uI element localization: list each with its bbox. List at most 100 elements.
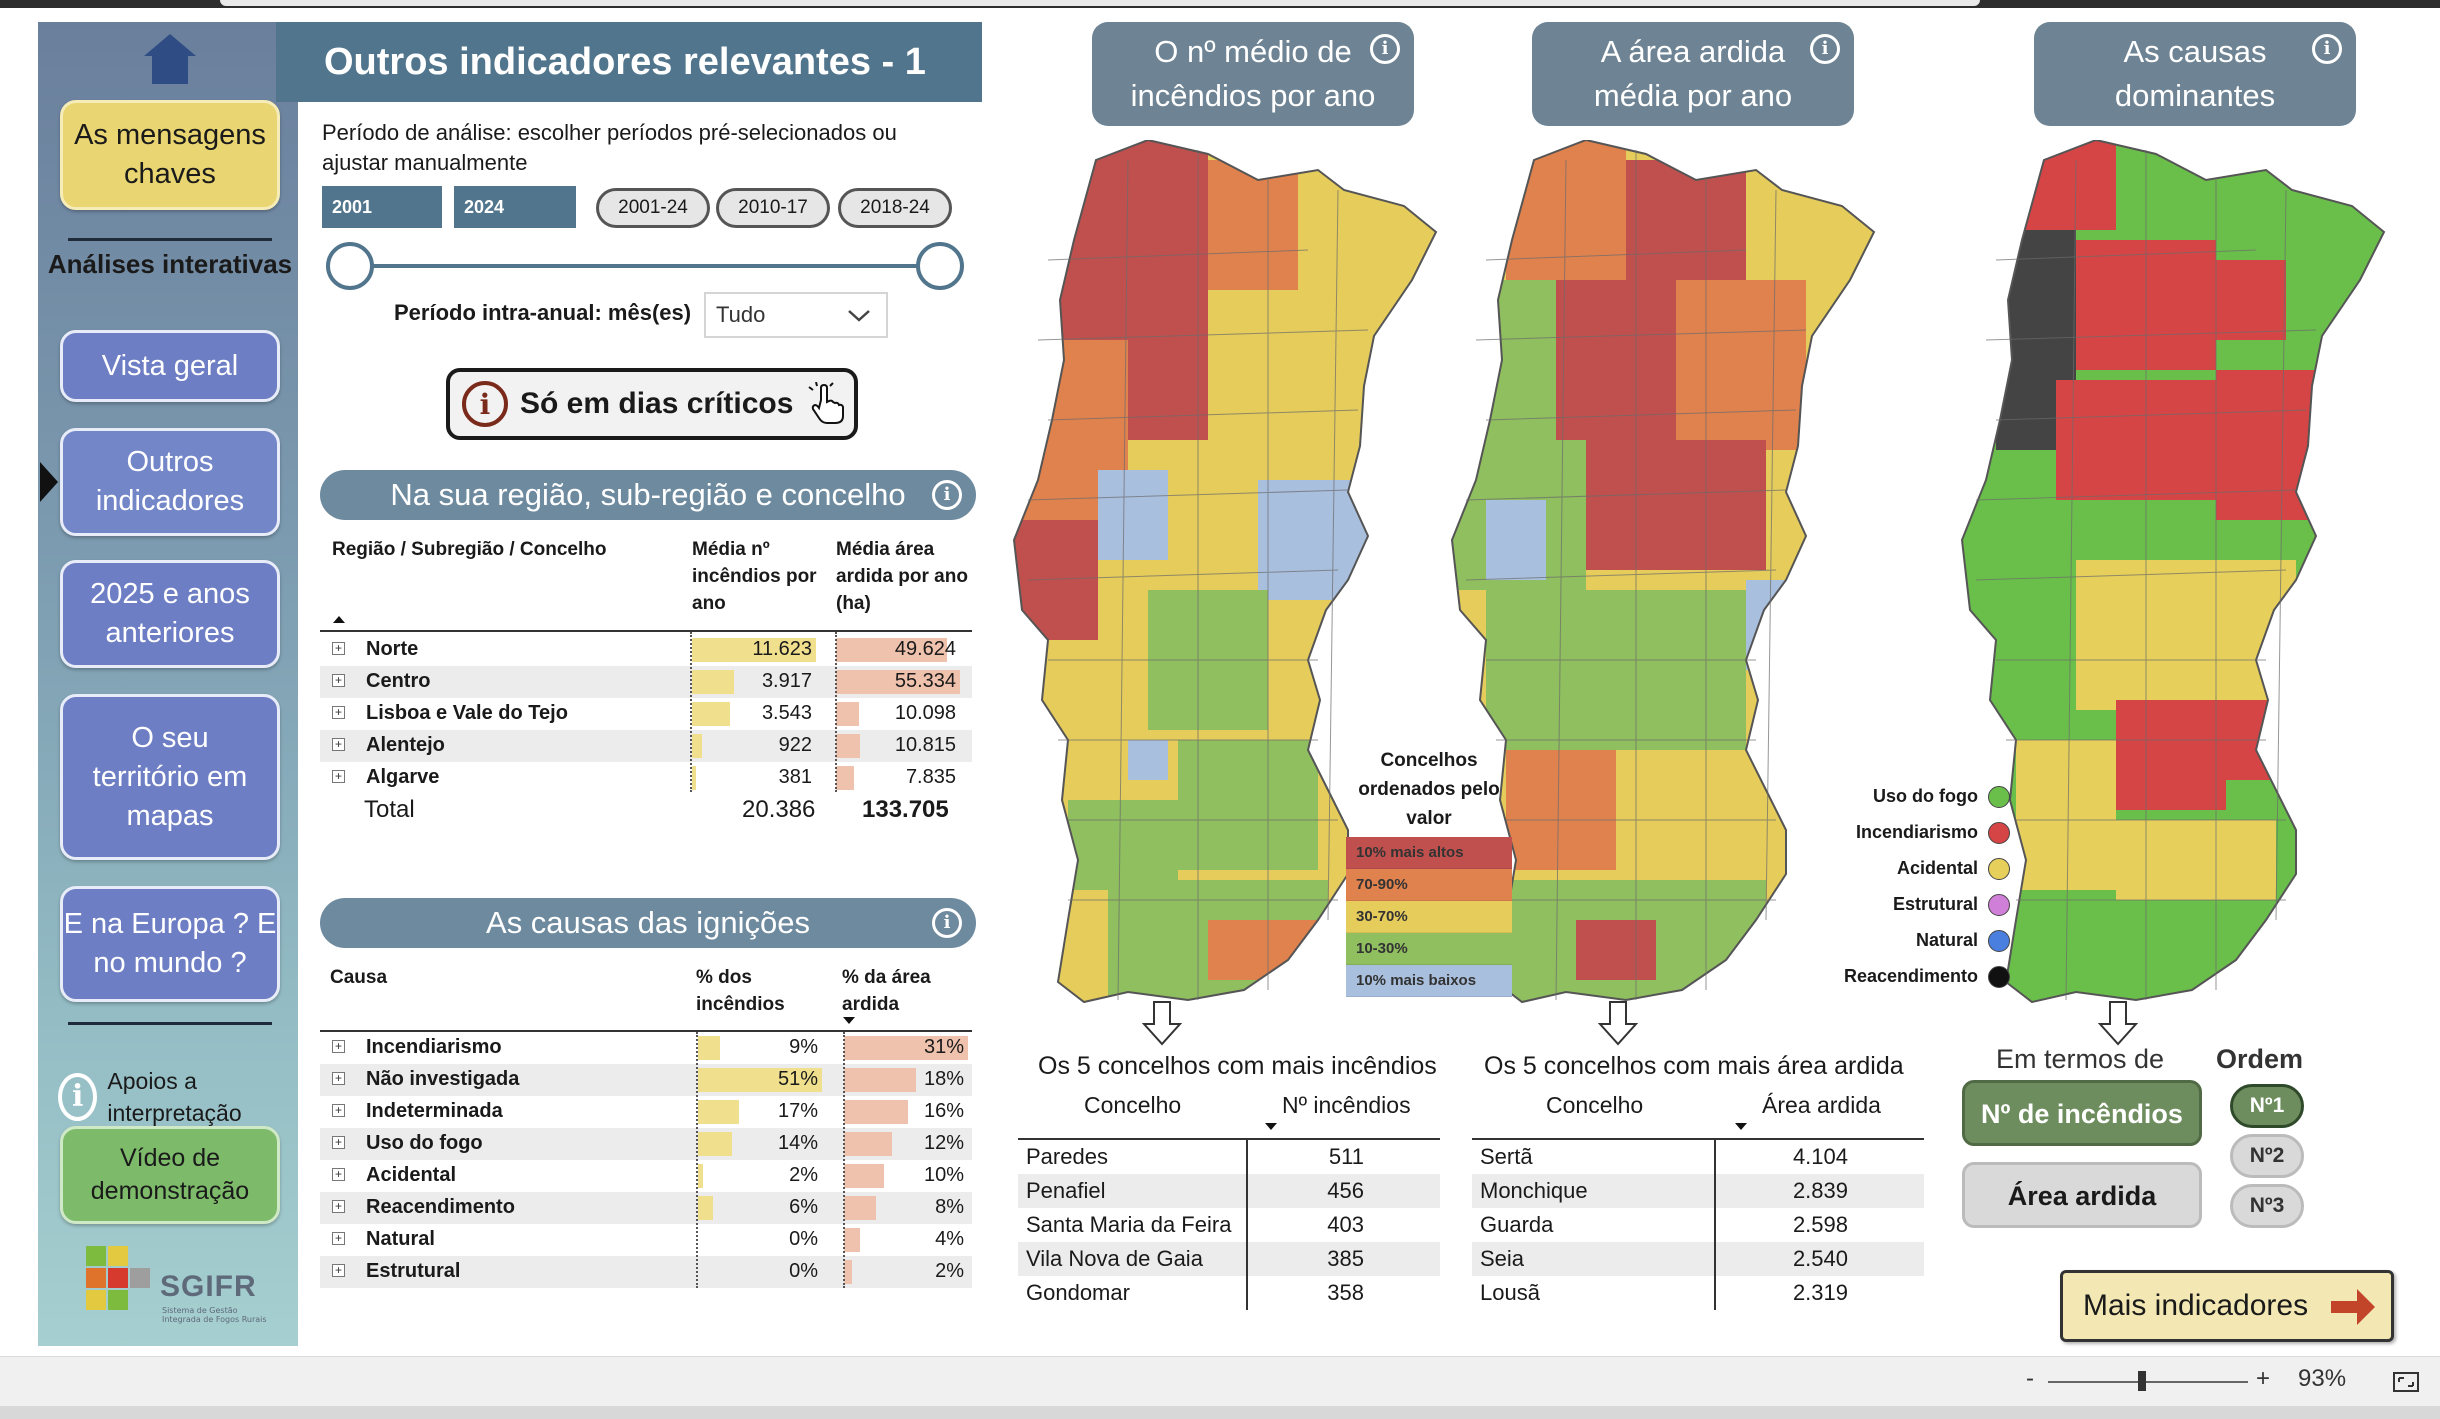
fires-value: 381 [778,766,812,788]
table-row[interactable]: + Centro 3.917 55.334 [320,666,972,698]
expand-icon[interactable]: + [332,706,345,719]
cause-name: Estrutural [366,1260,461,1282]
table-row[interactable]: + Norte 11.623 49.624 [320,634,972,666]
expand-icon[interactable]: + [332,1040,345,1053]
years-button[interactable]: 2025 e anos anteriores [60,560,280,668]
key-messages-button[interactable]: As mensagens chaves [60,100,280,210]
table-row[interactable]: Sertã 4.104 [1472,1140,1924,1174]
sort-down-icon[interactable] [1264,1122,1278,1132]
expand-icon[interactable]: + [332,1232,345,1245]
expand-icon[interactable]: + [332,1104,345,1117]
table-row[interactable]: + Indeterminada 17% 16% [320,1096,972,1128]
table-row[interactable]: Seia 2.540 [1472,1242,1924,1276]
expand-icon[interactable]: + [332,1072,345,1085]
map-dominant-causes[interactable] [1956,140,2386,1010]
table-row[interactable]: + Não investigada 51% 18% [320,1064,972,1096]
critical-days-button[interactable]: i Só em dias críticos [446,368,858,440]
expand-icon[interactable]: + [332,1136,345,1149]
period-slider-start-handle[interactable] [326,242,374,290]
fires-bar [692,670,734,694]
preset-2010-17-button[interactable]: 2010-17 [716,188,830,228]
table-row[interactable]: + Alentejo 922 10.815 [320,730,972,762]
rank-1-button[interactable]: Nº1 [2230,1084,2304,1128]
table-row[interactable]: Vila Nova de Gaia 385 [1018,1242,1440,1276]
preset-2001-24-button[interactable]: 2001-24 [596,188,710,228]
cause-fires-divider [696,1032,698,1288]
table-row[interactable]: Monchique 2.839 [1472,1174,1924,1208]
cause-area-bar [844,1036,968,1060]
table-row[interactable]: Penafiel 456 [1018,1174,1440,1208]
top-fires-col-value[interactable]: Nº incêndios [1282,1092,1411,1118]
expand-icon[interactable]: + [332,1168,345,1181]
measure-fires-button[interactable]: Nº de incêndios [1962,1080,2202,1146]
info-icon[interactable]: i [1810,34,1840,64]
measure-area-button[interactable]: Área ardida [1962,1162,2202,1228]
cause-fires-cell: 6% [698,1192,822,1224]
expand-icon[interactable]: + [332,642,345,655]
fit-screen-icon[interactable] [2392,1371,2420,1393]
period-slider-end-handle[interactable] [916,242,964,290]
month-select[interactable]: Tudo [704,292,888,338]
area-col-header[interactable]: Média área ardida por ano (ha) [836,539,968,614]
expand-icon[interactable]: + [332,738,345,751]
sort-up-icon[interactable] [332,614,346,624]
home-icon[interactable] [142,32,198,86]
table-row[interactable]: + Acidental 2% 10% [320,1160,972,1192]
sort-down-icon[interactable] [1734,1122,1748,1132]
cause-area-cell: 8% [844,1192,968,1224]
table-row[interactable]: + Natural 0% 4% [320,1224,972,1256]
cause-name: Reacendimento [366,1196,515,1218]
end-year-input[interactable]: 2024 [454,186,576,228]
more-indicators-button[interactable]: Mais indicadores [2060,1270,2394,1342]
overview-button[interactable]: Vista geral [60,330,280,402]
table-row[interactable]: Lousã 2.319 [1472,1276,1924,1310]
table-row[interactable]: Guarda 2.598 [1472,1208,1924,1242]
other-indicators-button[interactable]: Outros indicadores [60,428,280,536]
expand-icon[interactable]: + [332,674,345,687]
table-row[interactable]: + Uso do fogo 14% 12% [320,1128,972,1160]
expand-icon[interactable]: + [332,770,345,783]
territory-maps-button[interactable]: O seu território em mapas [60,694,280,860]
cause-fires-value: 51% [777,1068,818,1090]
table-row[interactable]: + Incendiarismo 9% 31% [320,1032,972,1064]
table-row[interactable]: + Estrutural 0% 2% [320,1256,972,1288]
cause-area-bar [844,1196,876,1220]
table-row[interactable]: Gondomar 358 [1018,1276,1440,1310]
zoom-in-button[interactable]: + [2256,1365,2271,1392]
table-row[interactable]: Santa Maria da Feira 403 [1018,1208,1440,1242]
cause-fires-col-header[interactable]: % dos incêndios [696,967,785,1015]
rank-3-button[interactable]: Nº3 [2230,1184,2304,1228]
cause-area-col-header[interactable]: % da área ardida [842,967,931,1015]
fires-col-divider [690,632,692,792]
cause-fires-bar [698,1132,733,1156]
fires-col-header[interactable]: Média nº incêndios por ano [692,539,817,614]
table-row[interactable]: Paredes 511 [1018,1140,1440,1174]
table-row[interactable]: + Reacendimento 6% 8% [320,1192,972,1224]
rank-2-button[interactable]: Nº2 [2230,1134,2304,1178]
map-burned-area[interactable] [1446,140,1876,1010]
demo-video-button[interactable]: Vídeo de demonstração [60,1126,280,1224]
top-area-col-value[interactable]: Área ardida [1762,1092,1881,1118]
zoom-slider-track[interactable] [2048,1381,2248,1383]
table-row[interactable]: + Algarve 381 7.835 [320,762,972,794]
info-icon[interactable]: i [932,480,962,510]
expand-icon[interactable]: + [332,1200,345,1213]
zoom-slider-thumb[interactable] [2138,1371,2146,1391]
start-year-input[interactable]: 2001 [322,186,442,228]
table-row[interactable]: + Lisboa e Vale do Tejo 3.543 10.098 [320,698,972,730]
concelho-value: 511 [1328,1144,1364,1169]
fires-bar [692,638,816,662]
area-cell: 10.098 [836,698,960,730]
info-icon[interactable]: i [2312,34,2342,64]
zoom-out-button[interactable]: - [2026,1365,2034,1392]
period-slider-track[interactable] [348,264,942,268]
sort-down-icon[interactable] [842,1016,856,1026]
info-icon[interactable]: i [1370,34,1400,64]
info-icon[interactable]: i [932,908,962,938]
total-label: Total [364,796,415,823]
europe-world-button[interactable]: E na Europa ? E no mundo ? [60,886,280,1002]
top-fires-rule [1018,1138,1440,1140]
expand-icon[interactable]: + [332,1264,345,1277]
preset-2018-24-button[interactable]: 2018-24 [838,188,952,228]
interpretation-help[interactable]: i Apoios a interpretação [58,1062,288,1132]
